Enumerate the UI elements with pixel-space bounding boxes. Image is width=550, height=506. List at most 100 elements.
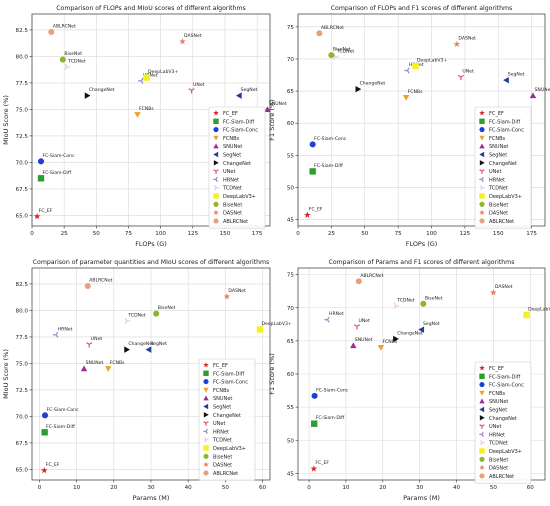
point-label-tcdnet: TCDNet [127, 313, 146, 319]
marker-fc-siam-diff [311, 420, 318, 427]
legend-entry-fcnbs: FCNBs [213, 388, 230, 394]
legend-entry-ablrcnet: ABLRCNet [213, 471, 238, 477]
y-tick-label: 65 [287, 89, 295, 95]
y-tick-label: 65.0 [16, 213, 29, 219]
marker-legend-dasnet [213, 209, 219, 215]
marker-legend-fc-ef [479, 110, 485, 116]
marker-legend-unet [203, 421, 209, 426]
x-axis-label: Params (M) [403, 494, 440, 502]
point-label-fc-siam-conc: FC-Siam-Conc [314, 136, 347, 142]
marker-legend-ablrcnet [203, 470, 209, 476]
marker-deeplabv3 [523, 311, 530, 319]
marker-legend-bisenet [213, 201, 219, 207]
legend-entry-hrnet: HRNet [213, 429, 229, 435]
x-tick-label: 50 [490, 485, 498, 491]
legend-entry-dasnet: DASNet [223, 211, 242, 217]
x-tick-label: 150 [493, 231, 504, 237]
marker-legend-fc-siam-conc [203, 379, 209, 385]
marker-legend-fcnbs [213, 135, 219, 141]
point-label-fc-siam-conc: FC-Siam-Conc [47, 407, 80, 413]
x-tick-label: 100 [155, 231, 166, 237]
legend-entry-deeplabv3: DeepLabV3+ [223, 194, 256, 200]
legend-entry-fc-ef: FC_EF [223, 111, 238, 117]
y-tick-label: 75.0 [16, 361, 29, 367]
x-tick-label: 0 [38, 485, 42, 491]
y-tick-label: 45 [287, 471, 295, 477]
y-tick-label: 65 [287, 339, 295, 345]
point-label-fc-ef: FC_EF [309, 207, 323, 213]
legend-entry-snunet: SNUNet [223, 144, 242, 150]
point-label-changenet: ChangeNet [128, 341, 154, 347]
legend-entry-dasnet: DASNet [489, 466, 508, 472]
marker-legend-tcdnet [204, 437, 209, 443]
marker-legend-ablrcnet [479, 218, 485, 224]
legend-entry-fc-siam-conc: FC-Siam-Conc [223, 128, 258, 134]
x-tick-label: 60 [527, 485, 535, 491]
chart-panel-1: Comparison of FLOPs and MIoU scores of d… [2, 5, 287, 248]
point-label-fc-siam-diff: FC-Siam-Diff [314, 163, 343, 169]
y-tick-label: 80.0 [16, 54, 29, 60]
point-label-deeplabv3: DeepLabV3+ [528, 307, 550, 313]
y-tick-label: 60 [287, 372, 295, 378]
marker-legend-unet [213, 169, 219, 174]
plot-frame [297, 267, 546, 481]
point-label-fcnbs: FCNBs [139, 106, 154, 112]
x-tick-label: 50 [361, 231, 369, 237]
marker-legend-tcdnet [214, 185, 219, 191]
marker-legend-snunet [479, 398, 485, 404]
marker-legend-unet [479, 424, 485, 429]
marker-legend-changenet [479, 415, 485, 421]
legend-entry-fc-ef: FC_EF [213, 363, 228, 369]
marker-fc-siam-conc [311, 392, 318, 399]
x-tick-label: 30 [416, 485, 424, 491]
point-label-changenet: ChangeNet [397, 330, 423, 336]
y-axis-label: MIoU Score (%) [2, 95, 10, 145]
legend-entry-fc-siam-diff: FC-Siam-Diff [213, 371, 245, 377]
x-tick-label: 20 [110, 485, 118, 491]
marker-deeplabv3 [256, 326, 264, 333]
point-label-fc-siam-diff: FC-Siam-Diff [316, 415, 345, 421]
legend-entry-bisenet: BiseNet [489, 202, 508, 208]
legend-entry-fc-siam-diff: FC-Siam-Diff [489, 119, 521, 125]
x-tick-label: 175 [252, 231, 263, 237]
marker-legend-hrnet [479, 176, 484, 183]
marker-legend-segnet [479, 151, 485, 158]
legend-entry-segnet: SegNet [489, 153, 507, 159]
chart-panel-4: Comparison of Params and F1 scores of di… [268, 259, 550, 502]
marker-fc-siam-diff [41, 429, 48, 436]
x-tick-label: 0 [30, 231, 34, 237]
x-tick-label: 125 [187, 231, 198, 237]
point-label-fcnbs: FCNBs [382, 339, 397, 345]
x-tick-label: 75 [125, 231, 133, 237]
y-tick-label: 82.5 [16, 28, 29, 34]
legend-box [198, 358, 256, 481]
marker-legend-fc-siam-diff [203, 370, 209, 376]
marker-legend-fcnbs [479, 390, 485, 396]
point-label-bisenet: BiseNet [333, 47, 351, 53]
y-tick-label: 70 [287, 57, 295, 63]
legend-entry-segnet: SegNet [489, 408, 507, 414]
marker-legend-dasnet [479, 464, 485, 470]
marker-legend-fc-ef [203, 362, 209, 368]
legend-entry-bisenet: BiseNet [223, 202, 242, 208]
plot-frame [31, 267, 271, 481]
point-label-tcdnet: TCDNet [396, 297, 415, 303]
x-tick-label: 125 [460, 231, 471, 237]
marker-tcdnet [64, 63, 70, 71]
y-tick-label: 60 [287, 121, 295, 127]
marker-legend-dasnet [203, 461, 209, 467]
legend-entry-changenet: ChangeNet [213, 413, 241, 419]
legend-entry-fcnbs: FCNBs [489, 136, 506, 142]
legend: FC_EF FC-Siam-Diff FC-Siam-Conc FCNBs SNUNet… [208, 106, 266, 229]
point-label-fc-ef: FC_EF [46, 462, 60, 468]
point-label-unet: UNet [193, 82, 205, 88]
marker-legend-tcdnet [480, 185, 485, 191]
legend-box [474, 361, 532, 484]
point-label-segnet: SegNet [241, 87, 258, 93]
legend-entry-snunet: SNUNet [489, 399, 508, 405]
marker-legend-snunet [203, 395, 209, 401]
point-label-fc-ef: FC_EF [39, 208, 53, 214]
marker-legend-fcnbs [479, 135, 485, 141]
chart-title: Comparison of FLOPs and MIoU scores of d… [56, 5, 246, 12]
x-tick-label: 100 [426, 231, 437, 237]
